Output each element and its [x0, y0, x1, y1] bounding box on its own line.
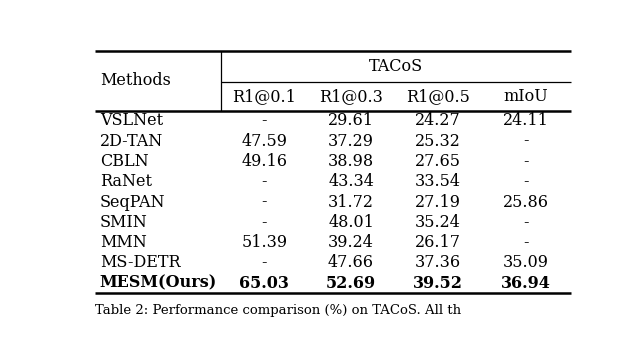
Text: MESM(Ours): MESM(Ours): [100, 275, 217, 292]
Text: -: -: [262, 255, 267, 272]
Text: 65.03: 65.03: [239, 275, 289, 292]
Text: -: -: [524, 234, 529, 251]
Text: 27.19: 27.19: [415, 194, 461, 211]
Text: Methods: Methods: [100, 72, 171, 89]
Text: 26.17: 26.17: [415, 234, 461, 251]
Text: TACoS: TACoS: [369, 58, 423, 75]
Text: -: -: [262, 112, 267, 129]
Text: R1@0.5: R1@0.5: [406, 88, 470, 105]
Text: SeqPAN: SeqPAN: [100, 194, 165, 211]
Text: -: -: [262, 214, 267, 231]
Text: MS-DETR: MS-DETR: [100, 255, 180, 272]
Text: 24.27: 24.27: [415, 112, 461, 129]
Text: 43.34: 43.34: [328, 173, 374, 190]
Text: 35.24: 35.24: [415, 214, 461, 231]
Text: 47.66: 47.66: [328, 255, 374, 272]
Text: 24.11: 24.11: [503, 112, 549, 129]
Text: 47.59: 47.59: [241, 133, 287, 150]
Text: 37.36: 37.36: [415, 255, 461, 272]
Text: 27.65: 27.65: [415, 153, 461, 170]
Text: 31.72: 31.72: [328, 194, 374, 211]
Text: 25.86: 25.86: [503, 194, 549, 211]
Text: -: -: [524, 133, 529, 150]
Text: SMIN: SMIN: [100, 214, 148, 231]
Text: 36.94: 36.94: [501, 275, 551, 292]
Text: 33.54: 33.54: [415, 173, 461, 190]
Text: 37.29: 37.29: [328, 133, 374, 150]
Text: 49.16: 49.16: [241, 153, 287, 170]
Text: MMN: MMN: [100, 234, 147, 251]
Text: -: -: [524, 214, 529, 231]
Text: 48.01: 48.01: [328, 214, 374, 231]
Text: 35.09: 35.09: [503, 255, 549, 272]
Text: CBLN: CBLN: [100, 153, 148, 170]
Text: 25.32: 25.32: [415, 133, 461, 150]
Text: Table 2: Performance comparison (%) on TACoS. All th: Table 2: Performance comparison (%) on T…: [95, 304, 461, 317]
Text: -: -: [262, 173, 267, 190]
Text: 29.61: 29.61: [328, 112, 374, 129]
Text: 39.52: 39.52: [413, 275, 463, 292]
Text: VSLNet: VSLNet: [100, 112, 163, 129]
Text: 51.39: 51.39: [241, 234, 287, 251]
Text: -: -: [524, 153, 529, 170]
Text: mIoU: mIoU: [504, 88, 548, 105]
Text: RaNet: RaNet: [100, 173, 152, 190]
Text: R1@0.1: R1@0.1: [232, 88, 296, 105]
Text: -: -: [524, 173, 529, 190]
Text: -: -: [262, 194, 267, 211]
Text: 2D-TAN: 2D-TAN: [100, 133, 163, 150]
Text: 52.69: 52.69: [326, 275, 376, 292]
Text: 39.24: 39.24: [328, 234, 374, 251]
Text: R1@0.3: R1@0.3: [319, 88, 383, 105]
Text: 38.98: 38.98: [328, 153, 374, 170]
